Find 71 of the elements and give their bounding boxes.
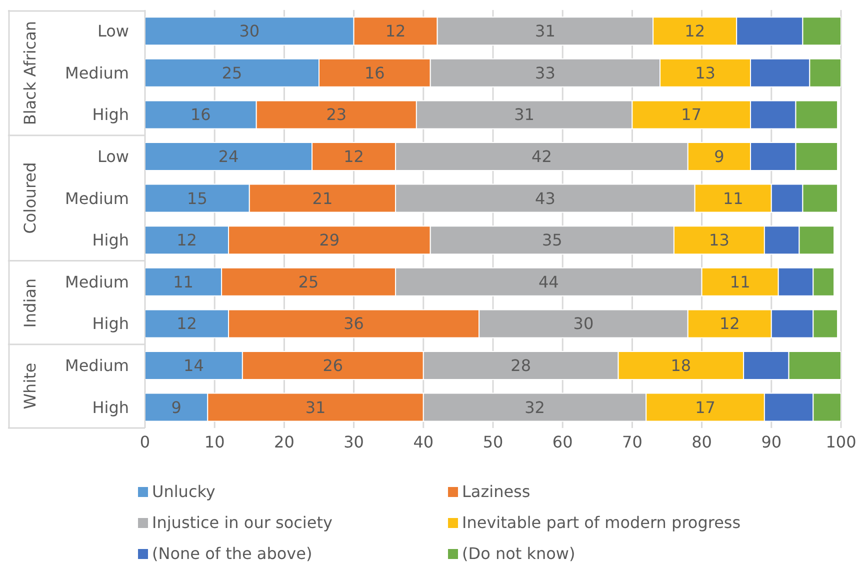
x-tick-label: 40 <box>413 432 434 452</box>
data-label: 11 <box>722 188 744 208</box>
data-label: 43 <box>535 188 556 208</box>
legend-label: (Do not know) <box>462 544 576 563</box>
data-label: 35 <box>542 230 562 250</box>
x-tick-label: 100 <box>826 432 856 452</box>
data-label: 21 <box>312 188 333 208</box>
x-tick-label: 20 <box>274 432 294 452</box>
data-label: 25 <box>298 272 319 292</box>
data-label: 26 <box>322 356 344 376</box>
legend-label: (None of the above) <box>152 544 312 563</box>
legend-label: Unlucky <box>152 482 216 501</box>
x-tick-label: 60 <box>552 432 573 452</box>
data-label: 30 <box>573 314 594 334</box>
y-tick-label: High <box>92 105 129 124</box>
y-tick-label: Low <box>97 22 129 41</box>
data-label: 30 <box>239 22 260 41</box>
data-label: 24 <box>218 147 239 166</box>
x-tick-label: 70 <box>622 432 642 452</box>
y-tick-label: Low <box>97 146 129 166</box>
x-tick-label: 0 <box>140 432 150 452</box>
data-label: 15 <box>187 188 208 208</box>
data-label: 14 <box>184 356 204 376</box>
data-label: 31 <box>514 105 534 124</box>
data-label: 12 <box>344 147 364 166</box>
x-tick-label: 10 <box>204 432 225 452</box>
y-tick-label: Medium <box>65 356 129 375</box>
legend-label: Inevitable part of modern progress <box>462 513 741 532</box>
data-label: 12 <box>385 22 406 41</box>
legend-label: Injustice in our society <box>152 513 332 532</box>
x-tick-label: 30 <box>344 432 364 452</box>
data-label: 36 <box>344 314 364 334</box>
data-label: 31 <box>305 398 326 417</box>
data-label: 42 <box>532 147 552 166</box>
data-label: 28 <box>510 356 532 376</box>
x-tick-label: 90 <box>761 432 782 452</box>
data-label: 32 <box>524 398 545 417</box>
text: Indian <box>20 278 40 328</box>
y-tick-label: Medium <box>65 272 129 292</box>
text: Black African <box>20 20 40 125</box>
text: White <box>20 362 40 410</box>
data-label: 16 <box>364 63 385 82</box>
text: Coloured <box>20 162 40 234</box>
y-tick-label: Medium <box>65 63 129 82</box>
y-tick-label: High <box>92 314 129 334</box>
data-label: 13 <box>709 230 730 250</box>
data-label: 17 <box>695 398 716 417</box>
data-label: 18 <box>670 356 692 376</box>
data-label: 25 <box>222 63 242 82</box>
y-tick-label: Medium <box>65 188 129 208</box>
legend-label: Laziness <box>462 482 530 501</box>
y-tick-label: High <box>92 230 129 250</box>
data-label: 17 <box>681 105 702 124</box>
data-label: 23 <box>326 105 347 124</box>
data-label: 9 <box>171 398 182 417</box>
data-label: 33 <box>535 63 556 82</box>
data-label: 16 <box>190 105 211 124</box>
x-tick-label: 80 <box>692 432 712 452</box>
data-label: 31 <box>535 22 556 41</box>
data-label: 29 <box>319 230 340 250</box>
x-tick-label: 50 <box>482 432 504 452</box>
data-label: 12 <box>684 22 706 41</box>
y-tick-label: High <box>92 398 129 417</box>
data-label: 13 <box>695 63 716 82</box>
data-label: 12 <box>176 314 197 334</box>
data-label: 11 <box>730 272 750 292</box>
data-label: 44 <box>538 272 559 292</box>
data-label: 12 <box>719 314 740 334</box>
data-label: 12 <box>176 230 197 250</box>
data-label: 11 <box>173 272 194 292</box>
data-label: 9 <box>714 147 724 166</box>
